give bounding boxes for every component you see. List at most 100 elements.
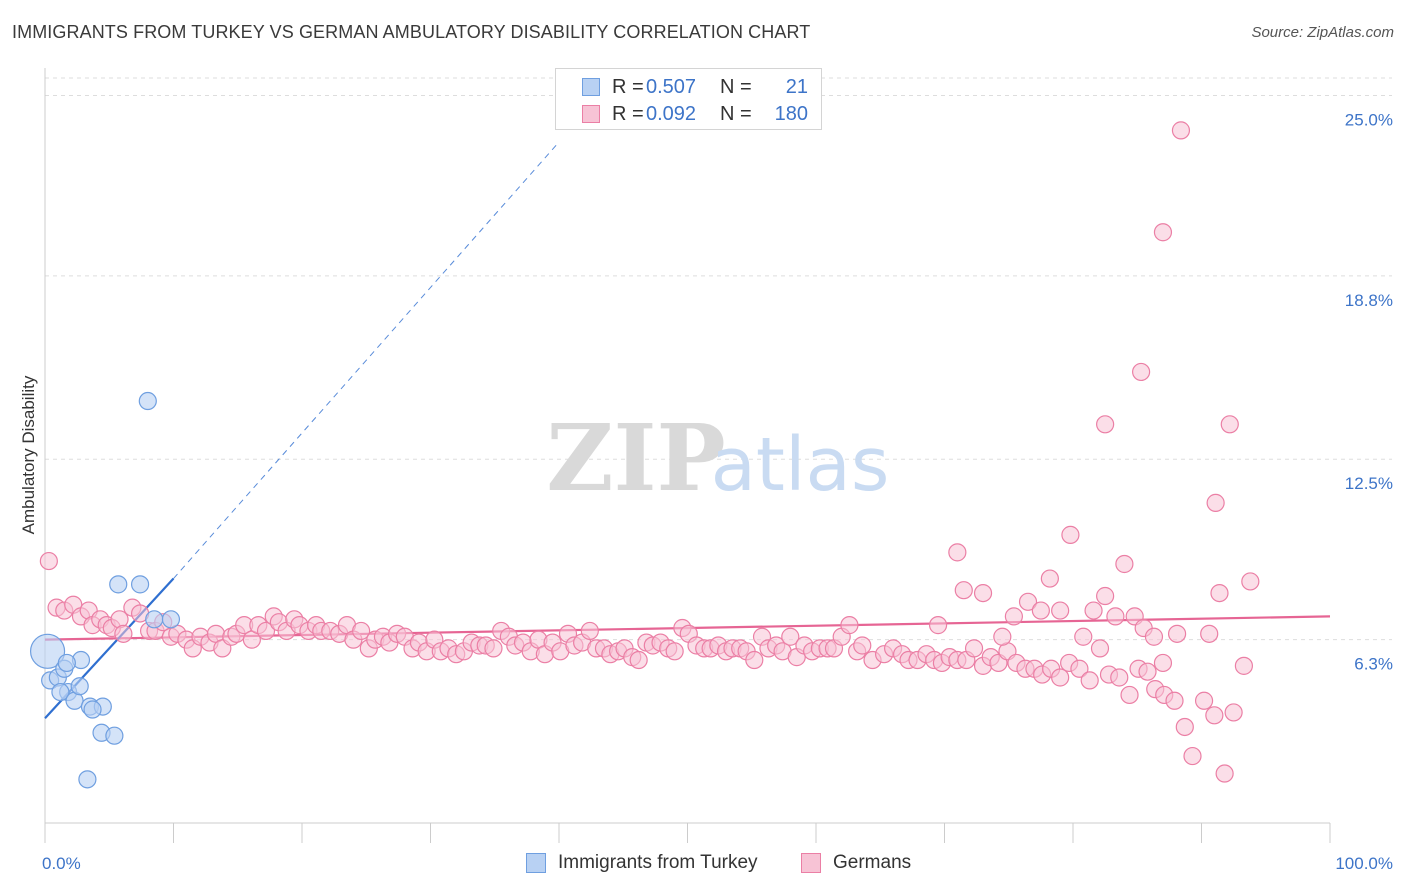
data-point-turkey <box>130 575 150 594</box>
chart-title: IMMIGRANTS FROM TURKEY VS GERMAN AMBULAT… <box>12 22 811 42</box>
data-point-germans <box>1040 569 1059 588</box>
legend-item-turkey[interactable]: Immigrants from Turkey <box>526 852 758 874</box>
data-point-turkey <box>29 633 66 669</box>
trend-line-turkey-extension <box>173 141 560 579</box>
series-immigrants-from-turkey <box>29 391 181 789</box>
data-point-germans <box>114 624 133 643</box>
series-legend: Immigrants from Turkey Germans <box>0 852 1406 878</box>
tick-labels: 6.3% 12.5% 18.8% 25.0% 0.0% 100.0% <box>42 110 1393 873</box>
x-tick-label: 0.0% <box>42 854 81 873</box>
watermark-zip: ZIP <box>546 404 725 512</box>
data-point-germans <box>781 627 800 646</box>
legend-swatch-pink <box>801 853 821 873</box>
legend-n-value: 21 <box>785 75 808 98</box>
data-point-germans <box>1115 554 1134 574</box>
data-point-germans <box>256 621 276 641</box>
data-point-germans <box>1080 671 1099 690</box>
x-tick-label: 100.0% <box>1335 854 1393 873</box>
data-point-germans <box>1175 717 1194 737</box>
data-point-germans <box>1070 659 1089 678</box>
data-point-turkey <box>51 682 70 702</box>
data-point-germans <box>1120 685 1139 705</box>
data-point-germans <box>665 642 684 661</box>
data-point-germans <box>1004 607 1023 626</box>
data-point-germans <box>954 581 973 600</box>
data-point-germans <box>1096 415 1115 434</box>
legend-n-label: N = <box>720 102 752 125</box>
data-point-turkey <box>57 653 76 673</box>
data-point-germans <box>1051 668 1070 687</box>
correlation-legend: R = 0.507 N = 21 R = 0.092 N = 180 <box>555 68 822 130</box>
data-point-germans <box>1031 601 1050 620</box>
source-label: Source: ZipAtlas.com <box>1251 24 1394 41</box>
gridlines <box>45 77 1392 641</box>
legend-r-label: R = <box>612 102 644 125</box>
legend-label-germans: Germans <box>833 852 912 873</box>
data-point-germans <box>1084 601 1103 620</box>
data-point-germans <box>1171 121 1191 140</box>
data-point-germans <box>1106 607 1125 626</box>
legend-row-turkey: R = 0.507 N = 21 <box>556 74 808 100</box>
data-point-germans <box>928 616 948 635</box>
axes <box>44 68 1331 843</box>
data-point-germans <box>580 621 599 641</box>
y-tick-label: 6.3% <box>1354 655 1393 674</box>
legend-swatch-pink <box>582 105 600 123</box>
data-point-germans <box>352 621 371 641</box>
data-point-turkey <box>70 677 89 696</box>
data-point-germans <box>1132 362 1151 382</box>
data-point-germans <box>964 639 984 658</box>
data-point-germans <box>1096 586 1115 606</box>
data-point-germans <box>1220 415 1239 434</box>
data-point-germans <box>1138 662 1157 681</box>
watermark: ZIP atlas <box>546 404 889 512</box>
legend-item-germans[interactable]: Germans <box>801 852 911 874</box>
data-point-turkey <box>138 391 157 411</box>
data-point-turkey <box>109 575 128 594</box>
data-point-germans <box>1215 764 1234 783</box>
data-point-germans <box>1241 572 1260 591</box>
data-point-germans <box>1205 706 1224 725</box>
data-point-germans <box>745 650 764 670</box>
data-point-germans <box>1194 691 1214 710</box>
legend-swatch-blue <box>582 78 600 96</box>
data-point-germans <box>1206 493 1225 512</box>
data-point-germans <box>840 616 859 635</box>
series-germans <box>39 121 1260 783</box>
data-point-germans <box>1167 624 1187 643</box>
data-point-germans <box>853 636 872 655</box>
data-point-germans <box>1165 691 1184 710</box>
data-point-germans <box>1183 746 1202 766</box>
data-point-germans <box>993 627 1012 646</box>
data-point-germans <box>1090 639 1110 658</box>
y-tick-label: 12.5% <box>1345 474 1393 493</box>
data-point-germans <box>1153 223 1173 242</box>
data-point-germans <box>1144 627 1164 646</box>
y-axis-label: Ambulatory Disability <box>19 375 38 534</box>
data-point-turkey <box>161 610 181 629</box>
data-point-germans <box>1110 668 1129 687</box>
y-tick-label: 18.8% <box>1345 291 1393 310</box>
data-point-germans <box>1153 653 1173 673</box>
legend-label-turkey: Immigrants from Turkey <box>558 852 758 873</box>
data-point-germans <box>629 650 648 670</box>
data-point-turkey <box>78 770 97 789</box>
legend-row-germans: R = 0.092 N = 180 <box>556 101 808 127</box>
legend-n-label: N = <box>720 75 752 98</box>
y-tick-label: 25.0% <box>1345 110 1393 129</box>
data-point-germans <box>484 639 503 658</box>
data-point-germans <box>1018 592 1038 611</box>
legend-r-value: 0.507 <box>646 75 697 98</box>
data-point-turkey <box>145 610 164 629</box>
data-point-germans <box>1061 525 1080 544</box>
data-point-germans <box>1234 656 1254 675</box>
data-point-germans <box>1051 601 1070 620</box>
legend-n-value: 180 <box>774 102 808 125</box>
data-point-germans <box>948 543 967 562</box>
data-point-turkey <box>83 700 102 719</box>
data-point-germans <box>973 583 993 603</box>
data-point-germans <box>1074 627 1093 646</box>
legend-r-value: 0.092 <box>646 102 697 125</box>
data-point-germans <box>1224 703 1243 722</box>
